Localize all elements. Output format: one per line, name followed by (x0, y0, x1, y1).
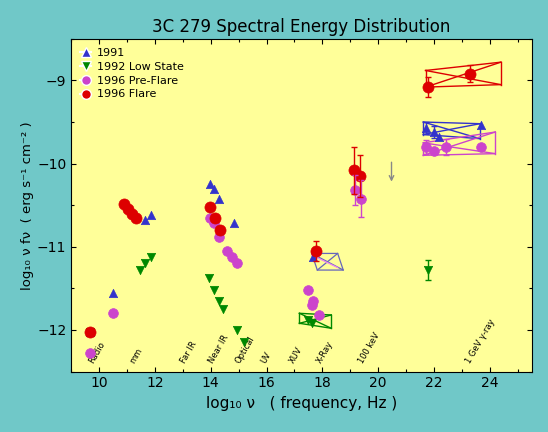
Text: 100 keV: 100 keV (357, 331, 382, 365)
1992 Low State (146, 253, 155, 260)
1996 Pre-Flare (109, 310, 117, 317)
1996 Flare (86, 328, 95, 335)
1991 (210, 185, 219, 192)
Text: Near IR: Near IR (207, 334, 230, 365)
1996 Pre-Flare (430, 148, 438, 155)
Text: 1 GeV γ-ray: 1 GeV γ-ray (465, 318, 497, 365)
1991 (146, 212, 155, 219)
1992 Low State (304, 317, 312, 324)
1991 (421, 124, 430, 131)
Title: 3C 279 Spectral Energy Distribution: 3C 279 Spectral Energy Distribution (152, 18, 450, 36)
1991 (230, 220, 239, 227)
1996 Pre-Flare (307, 302, 316, 308)
1992 Low State (240, 339, 249, 346)
1996 Flare (312, 248, 321, 254)
1996 Pre-Flare (351, 187, 359, 194)
1991 (109, 289, 117, 296)
1996 Flare (210, 214, 219, 221)
1996 Pre-Flare (421, 143, 430, 150)
X-axis label: log₁₀ ν   ( frequency, Hz ): log₁₀ ν ( frequency, Hz ) (206, 396, 397, 411)
Text: X-Ray: X-Ray (315, 340, 335, 365)
1996 Flare (119, 200, 128, 207)
Text: UV: UV (260, 350, 273, 365)
1996 Flare (124, 206, 133, 213)
1992 Low State (219, 306, 227, 313)
1991 (309, 253, 318, 260)
1991 (206, 181, 215, 188)
Legend: 1991, 1992 Low State, 1996 Pre-Flare, 1996 Flare: 1991, 1992 Low State, 1996 Pre-Flare, 19… (77, 44, 187, 103)
1992 Low State (205, 275, 214, 282)
1991 (430, 129, 438, 136)
1996 Flare (356, 173, 364, 180)
1996 Pre-Flare (309, 297, 318, 304)
1996 Flare (216, 227, 225, 234)
1991 (86, 328, 95, 335)
1996 Pre-Flare (304, 286, 312, 293)
1996 Pre-Flare (86, 350, 95, 357)
1996 Flare (206, 203, 215, 210)
1996 Pre-Flare (210, 220, 219, 227)
1996 Pre-Flare (356, 195, 365, 202)
1996 Flare (128, 210, 136, 217)
1991 (141, 217, 150, 224)
1996 Pre-Flare (477, 143, 486, 150)
Y-axis label: log₁₀ ν fν  ( erg s⁻¹ cm⁻² ): log₁₀ ν fν ( erg s⁻¹ cm⁻² ) (21, 121, 34, 289)
1992 Low State (307, 320, 316, 327)
1992 Low State (135, 267, 144, 273)
1992 Low State (233, 327, 242, 334)
Text: XUV: XUV (288, 345, 304, 365)
1996 Pre-Flare (233, 260, 242, 267)
1992 Low State (210, 286, 219, 293)
Text: mm: mm (128, 346, 144, 365)
1992 Low State (424, 267, 432, 273)
1996 Pre-Flare (227, 253, 236, 260)
1996 Pre-Flare (214, 233, 223, 240)
1991 (435, 133, 444, 140)
1996 Pre-Flare (315, 311, 323, 318)
Text: Far IR: Far IR (179, 340, 198, 365)
1991 (477, 121, 486, 128)
1996 Flare (424, 84, 432, 91)
1991 (214, 195, 223, 202)
Text: Radio: Radio (88, 340, 107, 365)
1996 Flare (350, 167, 359, 174)
1996 Flare (465, 70, 474, 77)
Text: Optical: Optical (233, 335, 256, 365)
1996 Pre-Flare (206, 214, 215, 221)
1996 Pre-Flare (442, 143, 451, 150)
1996 Flare (132, 214, 140, 221)
1996 Pre-Flare (222, 248, 231, 254)
1992 Low State (141, 260, 150, 267)
1992 Low State (86, 328, 95, 335)
1992 Low State (214, 297, 223, 304)
